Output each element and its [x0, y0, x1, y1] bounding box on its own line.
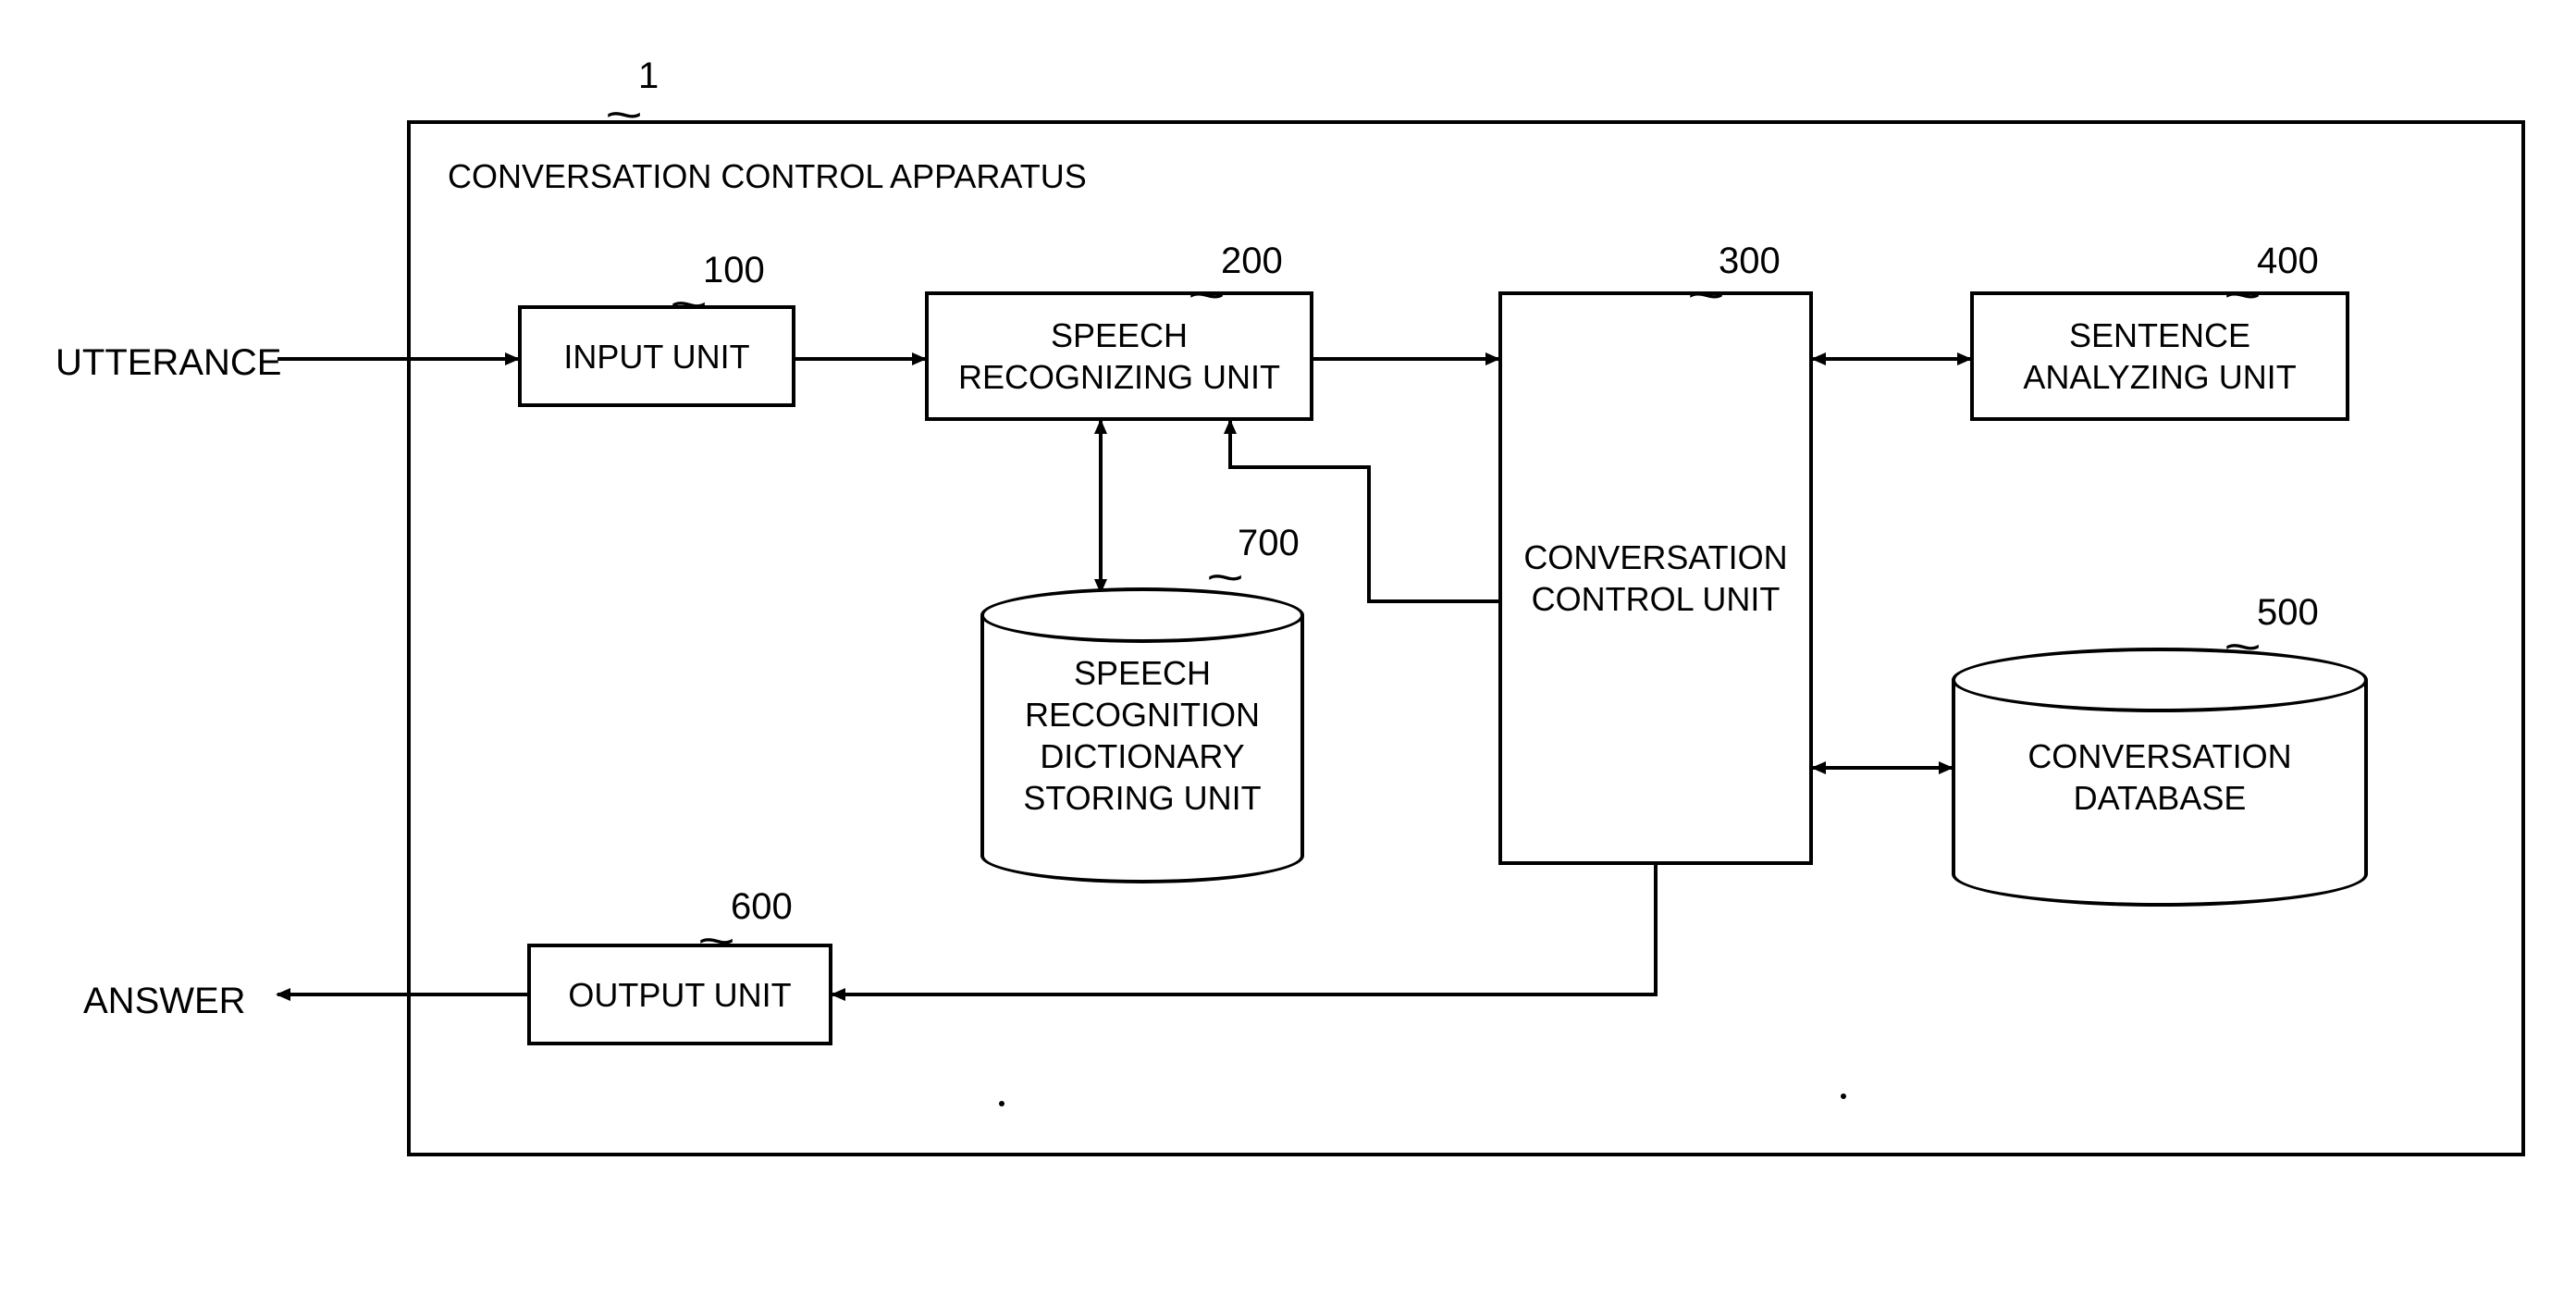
tilde-mark: ~	[605, 88, 643, 142]
artifact-dot	[1841, 1093, 1846, 1099]
utterance-label: UTTERANCE	[55, 342, 281, 384]
tilde-mark: ~	[1188, 268, 1226, 322]
conversation-control-unit-block: CONVERSATION CONTROL UNIT	[1498, 291, 1813, 865]
ref-label-400: 400	[2257, 241, 2319, 282]
tilde-mark: ~	[1687, 268, 1725, 322]
speech-recognition-dictionary-storing-unit-block: SPEECH RECOGNITION DICTIONARY STORING UN…	[980, 587, 1304, 883]
ref-label-100: 100	[703, 250, 765, 291]
tilde-mark: ~	[2224, 268, 2262, 322]
ref-label-600: 600	[731, 886, 793, 928]
conversation-database-block: CONVERSATION DATABASE	[1952, 648, 2368, 907]
ref-label-300: 300	[1719, 241, 1781, 282]
input-unit-block: INPUT UNIT	[518, 305, 795, 407]
apparatus-title: CONVERSATION CONTROL APPARATUS	[448, 157, 1087, 196]
artifact-dot	[999, 1101, 1005, 1106]
diagram-canvas: CONVERSATION CONTROL APPARATUS UTTERANCE…	[0, 0, 2576, 1297]
ref-label-500: 500	[2257, 592, 2319, 634]
tilde-mark: ~	[697, 914, 735, 968]
sentence-analyzing-unit-block: SENTENCE ANALYZING UNIT	[1970, 291, 2349, 421]
ref-label-200: 200	[1221, 241, 1283, 282]
output-unit-block: OUTPUT UNIT	[527, 944, 832, 1045]
speech-recognizing-unit-block: SPEECH RECOGNIZING UNIT	[925, 291, 1313, 421]
answer-label: ANSWER	[83, 981, 246, 1022]
tilde-mark: ~	[670, 278, 708, 331]
ref-label-700: 700	[1238, 523, 1300, 564]
